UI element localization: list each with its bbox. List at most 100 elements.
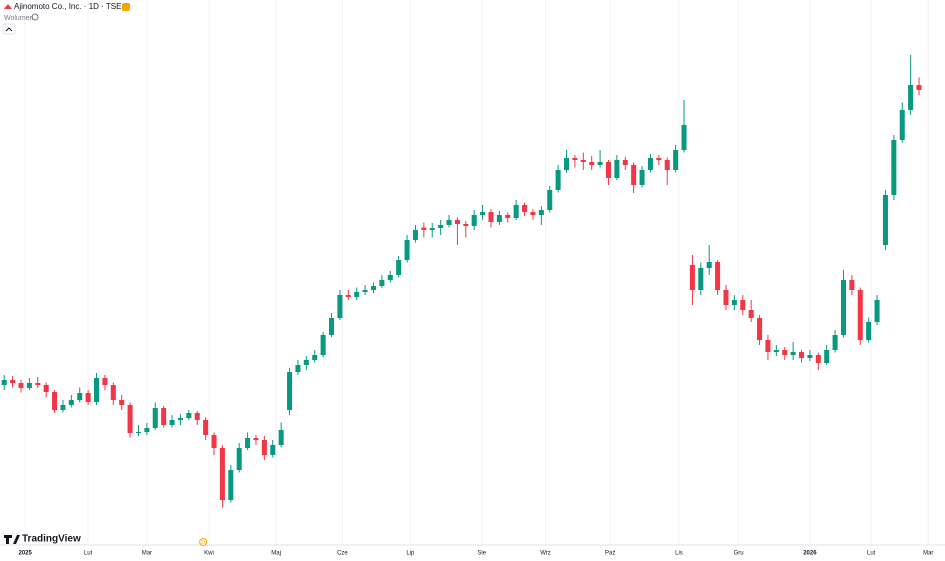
candle-body xyxy=(18,383,24,388)
volume-label: Wolumen xyxy=(4,15,34,22)
candle-body xyxy=(261,440,267,455)
candle-body xyxy=(840,280,846,335)
collapse-button[interactable] xyxy=(2,23,16,35)
x-tick-label: Cze xyxy=(337,551,348,557)
candle-body xyxy=(748,310,754,318)
candle-body xyxy=(219,448,225,500)
candle-body xyxy=(773,350,779,352)
candle-body xyxy=(564,158,570,170)
candle-body xyxy=(740,300,746,310)
candle-body xyxy=(522,205,528,212)
candle-body xyxy=(278,430,284,445)
candle-body xyxy=(916,85,922,90)
candle-body xyxy=(110,385,116,400)
candle-body xyxy=(228,470,234,500)
candle-body xyxy=(765,340,771,352)
candle-body xyxy=(824,350,830,363)
brand-name: TradingView xyxy=(22,534,81,545)
brand: TradingView xyxy=(4,534,81,545)
candle-body xyxy=(647,158,653,170)
candle-body xyxy=(723,290,729,305)
dividend-marker: D xyxy=(201,540,205,546)
candle-body xyxy=(505,215,511,218)
candle-body xyxy=(194,413,200,420)
candle-body xyxy=(245,438,251,448)
dividend-marker-circle xyxy=(199,538,208,546)
candle-body xyxy=(715,262,721,290)
candle-body xyxy=(60,405,66,410)
candle-body xyxy=(329,318,335,335)
candle-body xyxy=(161,408,167,425)
candle-body xyxy=(253,438,259,440)
candle-body xyxy=(144,428,150,432)
x-tick-label: Mar xyxy=(923,551,933,557)
candle-body xyxy=(94,378,100,402)
candle-body xyxy=(35,383,41,385)
candle-body xyxy=(673,150,679,170)
x-tick-label: Kwi xyxy=(204,551,214,557)
candle-body xyxy=(589,162,595,165)
chart-title: Ajinomoto Co., Inc. · 1D · TSE xyxy=(14,2,121,11)
candle-body xyxy=(429,228,435,230)
candle-body xyxy=(236,448,242,470)
candle-body xyxy=(270,445,276,455)
candle-body xyxy=(849,280,855,290)
x-tick-label: Maj xyxy=(271,551,281,557)
candle-body xyxy=(874,300,880,322)
candle-body xyxy=(287,372,293,410)
candle-body xyxy=(882,195,888,245)
candle-body xyxy=(10,380,16,383)
symbol-icon xyxy=(4,4,12,9)
x-tick-label: Sie xyxy=(477,551,486,557)
candle-body xyxy=(799,352,805,358)
candle-body xyxy=(698,268,704,290)
candle-body xyxy=(731,300,737,305)
candle-body xyxy=(664,160,670,170)
candle-body xyxy=(186,413,192,418)
candle-body xyxy=(782,350,788,355)
candle-body xyxy=(169,420,175,425)
candle-body xyxy=(488,212,494,222)
candle-body xyxy=(379,280,385,286)
candle-body xyxy=(454,220,460,224)
candle-body xyxy=(362,290,368,292)
candle-body xyxy=(614,160,620,178)
visibility-toggle[interactable] xyxy=(31,13,39,21)
time-axis: 2025 Lut Mar Kwi Maj Cze Lip Sie Wrz Paź Lis Gru 202… xyxy=(18,538,933,557)
candle-body xyxy=(1,380,7,385)
candle-body xyxy=(597,162,603,165)
x-tick-label: 2026 xyxy=(803,551,817,557)
candle-body xyxy=(354,292,360,297)
candle-body xyxy=(513,205,519,218)
candle-body xyxy=(152,408,158,428)
candle-body xyxy=(135,432,141,433)
candle-body xyxy=(26,383,32,388)
candle-body xyxy=(908,85,914,110)
candle-body xyxy=(446,220,452,225)
candle-body xyxy=(211,435,217,448)
candle-body xyxy=(815,355,821,363)
candle-body xyxy=(857,290,863,340)
collapse-icon xyxy=(5,27,13,32)
candle-body xyxy=(496,215,502,222)
candle-body xyxy=(757,318,763,340)
candle-body xyxy=(899,110,905,140)
candle-body xyxy=(622,160,628,165)
candle-body xyxy=(127,405,133,433)
candle-body xyxy=(387,275,393,280)
candle-body xyxy=(345,295,351,297)
candle-body xyxy=(681,125,687,150)
alert-badge[interactable] xyxy=(122,3,130,11)
candle-body xyxy=(580,160,586,162)
brand-logo xyxy=(4,535,20,544)
candle-body xyxy=(52,392,58,410)
candle-body xyxy=(102,378,108,385)
x-tick-label: Lip xyxy=(406,551,415,557)
header: Ajinomoto Co., Inc. · 1D · TSE Wolumen xyxy=(2,2,130,35)
candle-body xyxy=(370,286,376,290)
candle-body xyxy=(891,140,897,195)
candle-body xyxy=(689,265,695,290)
candle-body xyxy=(85,393,91,402)
x-tick-label: Lut xyxy=(867,551,876,557)
candle-body xyxy=(177,418,183,420)
